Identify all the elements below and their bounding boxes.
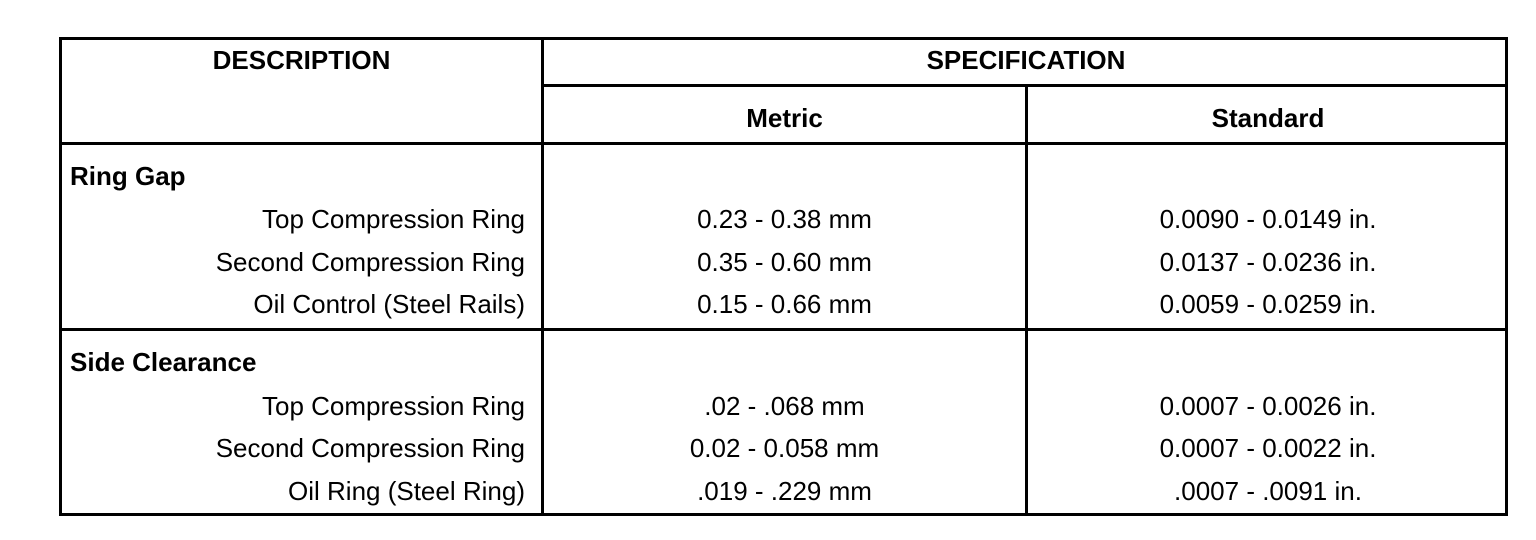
row-metric: 0.35 - 0.60 mm	[697, 247, 872, 277]
row-standard: 0.0007 - 0.0026 in.	[1159, 391, 1377, 421]
section-title-side-clearance: Side Clearance	[70, 347, 257, 377]
row-label: Second Compression Ring	[215, 247, 525, 277]
row-label: Oil Ring (Steel Ring)	[288, 476, 525, 506]
row-metric: 0.15 - 0.66 mm	[697, 289, 872, 319]
row-label: Oil Control (Steel Rails)	[253, 289, 525, 319]
row-metric: 0.23 - 0.38 mm	[697, 204, 872, 234]
header-standard: Standard	[1211, 103, 1325, 133]
header-description: DESCRIPTION	[212, 45, 391, 75]
row-standard: 0.0090 - 0.0149 in.	[1159, 204, 1377, 234]
row-standard: 0.0059 - 0.0259 in.	[1159, 289, 1377, 319]
row-standard: 0.0137 - 0.0236 in.	[1159, 247, 1377, 277]
row-metric: .02 - .068 mm	[704, 391, 865, 421]
header-metric: Metric	[746, 103, 823, 133]
row-label: Second Compression Ring	[215, 433, 525, 463]
section-title-ring-gap: Ring Gap	[70, 161, 186, 191]
divider-header-bottom	[62, 142, 1508, 145]
divider-section	[62, 328, 1508, 331]
row-metric: .019 - .229 mm	[697, 476, 872, 506]
row-label: Top Compression Ring	[261, 391, 525, 421]
row-metric: 0.02 - 0.058 mm	[689, 433, 880, 463]
spec-table: DESCRIPTION SPECIFICATION Metric Standar…	[59, 37, 1508, 516]
divider-vertical-metric-standard	[1025, 85, 1028, 513]
row-label: Top Compression Ring	[261, 204, 525, 234]
divider-vertical-description	[541, 40, 544, 513]
row-standard: .0007 - .0091 in.	[1174, 476, 1362, 506]
divider-header-sub	[544, 84, 1508, 87]
row-standard: 0.0007 - 0.0022 in.	[1159, 433, 1377, 463]
header-specification: SPECIFICATION	[926, 45, 1126, 75]
